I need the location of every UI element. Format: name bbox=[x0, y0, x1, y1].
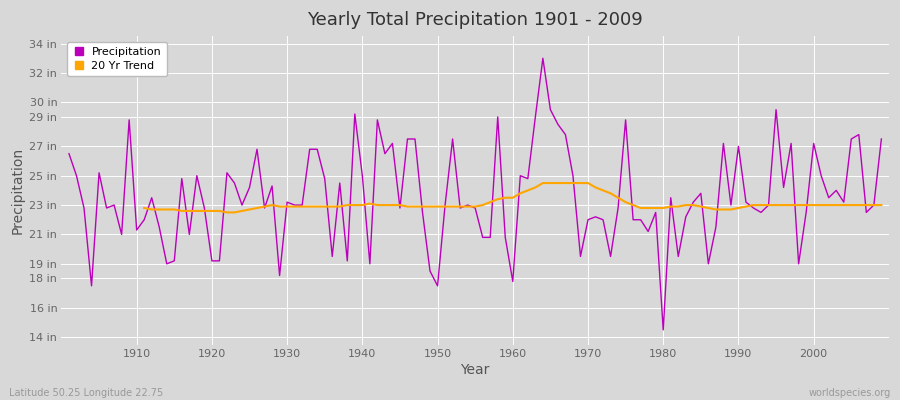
Precipitation bbox=[537, 56, 548, 61]
Precipitation bbox=[289, 203, 300, 208]
20 Yr Trend bbox=[139, 206, 149, 210]
Text: worldspecies.org: worldspecies.org bbox=[809, 388, 891, 398]
Text: Latitude 50.25 Longitude 22.75: Latitude 50.25 Longitude 22.75 bbox=[9, 388, 163, 398]
20 Yr Trend bbox=[515, 191, 526, 196]
Title: Yearly Total Precipitation 1901 - 2009: Yearly Total Precipitation 1901 - 2009 bbox=[307, 11, 643, 29]
20 Yr Trend bbox=[221, 210, 232, 215]
Precipitation bbox=[658, 328, 669, 332]
Precipitation bbox=[500, 235, 510, 240]
20 Yr Trend bbox=[342, 203, 353, 208]
20 Yr Trend bbox=[545, 181, 556, 186]
20 Yr Trend bbox=[320, 204, 330, 209]
20 Yr Trend bbox=[876, 203, 886, 208]
Precipitation bbox=[605, 254, 616, 259]
20 Yr Trend bbox=[372, 203, 382, 208]
Precipitation bbox=[123, 118, 134, 122]
Y-axis label: Precipitation: Precipitation bbox=[11, 147, 25, 234]
Precipitation bbox=[508, 279, 518, 284]
Precipitation bbox=[64, 151, 75, 156]
Line: Precipitation: Precipitation bbox=[69, 58, 881, 330]
20 Yr Trend bbox=[537, 181, 548, 186]
Precipitation bbox=[335, 181, 346, 186]
20 Yr Trend bbox=[733, 206, 743, 210]
Precipitation bbox=[876, 136, 886, 141]
Legend: Precipitation, 20 Yr Trend: Precipitation, 20 Yr Trend bbox=[67, 42, 166, 76]
Line: 20 Yr Trend: 20 Yr Trend bbox=[144, 183, 881, 212]
X-axis label: Year: Year bbox=[461, 363, 490, 377]
